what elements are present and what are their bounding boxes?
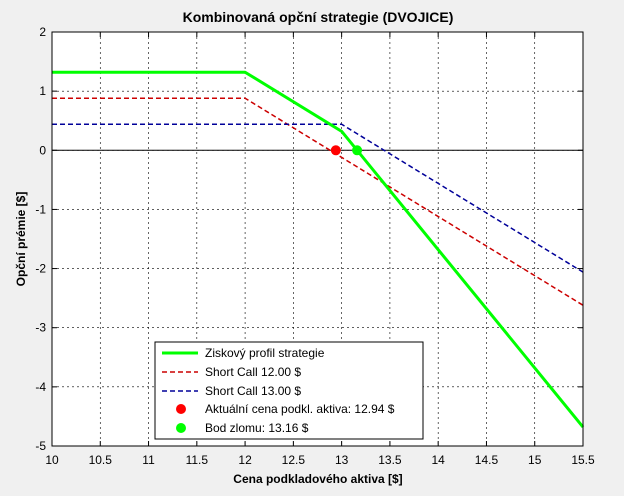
y-tick-label: 0 (39, 143, 46, 157)
marker-layer (330, 145, 363, 156)
legend-label-profile: Ziskový profil strategie (205, 346, 325, 360)
series-line-0 (52, 70, 585, 429)
legend-box (154, 341, 424, 440)
x-tick-label: 13 (335, 453, 349, 467)
y-tick-label: -5 (35, 439, 46, 453)
x-axis: 10 10.5 11 11.5 12 12.5 13 13.5 14 14.5 15 15.5 (45, 32, 595, 467)
legend-marker-current-price (176, 404, 186, 414)
series-line-1 (52, 97, 584, 306)
y-tick-label: 2 (39, 25, 46, 39)
y-tick-label: -1 (35, 202, 46, 216)
x-tick-label: 15 (528, 453, 542, 467)
y-tick-label: -3 (35, 321, 46, 335)
marker-break-even (352, 145, 363, 156)
y-axis: 2 1 0 -1 -2 -3 -4 -5 (35, 25, 583, 453)
legend-label-short-call-12: Short Call 12.00 $ (205, 365, 301, 379)
x-tick-label: 14 (432, 453, 446, 467)
y-tick-label: -4 (35, 380, 46, 394)
series-line-2 (52, 123, 584, 273)
chart-title: Kombinovaná opční strategie (DVOJICE) (183, 9, 454, 25)
y-axis-label: Opční prémie [$] (14, 192, 28, 287)
y-tick-label: 1 (39, 84, 46, 98)
plot-frame (51, 31, 584, 447)
x-tick-label: 13.5 (378, 453, 402, 467)
x-tick-label: 11 (142, 453, 155, 467)
series-layer (52, 70, 585, 429)
x-tick-label: 12 (238, 453, 252, 467)
x-tick-label: 10 (45, 453, 59, 467)
legend-label-current-price: Aktuální cena podkl. aktiva: 12.94 $ (205, 402, 395, 416)
x-tick-label: 11.5 (186, 453, 209, 467)
legend-label-short-call-13: Short Call 13.00 $ (205, 384, 301, 398)
legend-label-break-even: Bod zlomu: 13.16 $ (205, 421, 309, 435)
x-tick-label: 15.5 (571, 453, 595, 467)
legend: Ziskový profil strategie Short Call 12.0… (154, 341, 424, 440)
x-tick-label: 10.5 (89, 453, 113, 467)
x-tick-label: 12.5 (282, 453, 306, 467)
y-tick-label: -2 (35, 262, 46, 276)
marker-current-price (330, 145, 341, 156)
x-tick-label: 14.5 (475, 453, 499, 467)
legend-marker-break-even (176, 423, 186, 433)
x-axis-label: Cena podkladového aktiva [$] (233, 472, 402, 486)
